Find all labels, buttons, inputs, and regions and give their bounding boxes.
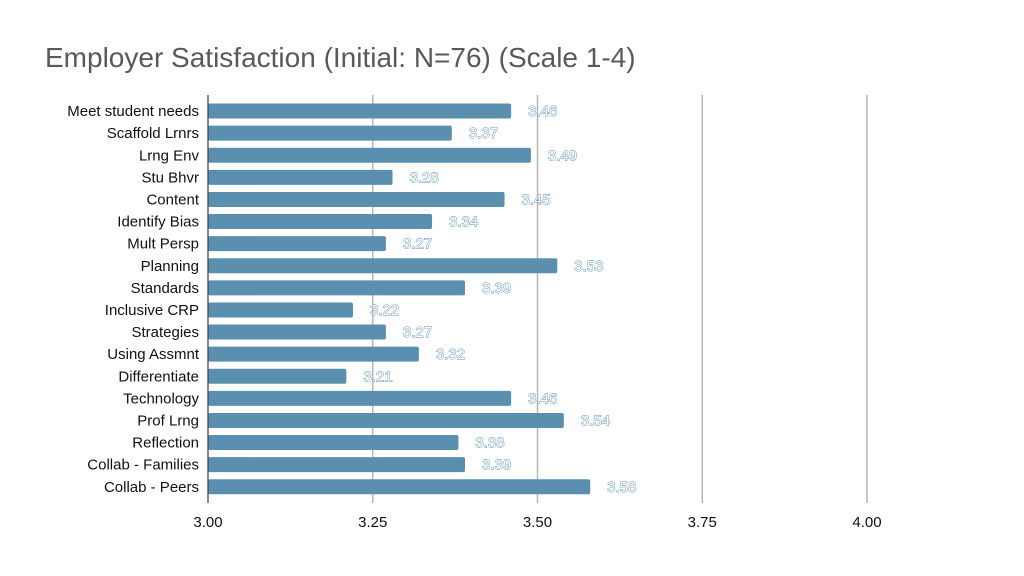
data-label: 3.46 bbox=[528, 390, 557, 407]
data-label: 3.39 bbox=[482, 457, 511, 474]
category-label: Prof Lrng bbox=[137, 412, 199, 429]
category-label: Collab - Families bbox=[87, 457, 199, 474]
bar bbox=[208, 280, 466, 296]
data-label: 3.28 bbox=[410, 169, 439, 186]
data-label: 3.45 bbox=[522, 191, 551, 208]
x-tick-label: 3.00 bbox=[193, 514, 222, 531]
category-label: Collab - Peers bbox=[104, 479, 199, 496]
data-label: 3.38 bbox=[475, 435, 504, 452]
data-label: 3.58 bbox=[607, 479, 636, 496]
chart-title: Employer Satisfaction (Initial: N=76) (S… bbox=[45, 42, 636, 73]
data-label: 3.27 bbox=[403, 324, 432, 341]
category-label: Mult Persp bbox=[127, 236, 199, 253]
category-label: Technology bbox=[123, 390, 199, 407]
bar bbox=[208, 324, 386, 340]
data-label: 3.27 bbox=[403, 236, 432, 253]
bar bbox=[208, 346, 419, 362]
x-tick-label: 3.75 bbox=[688, 514, 717, 531]
bar bbox=[208, 302, 353, 318]
category-label: Reflection bbox=[132, 435, 199, 452]
bar bbox=[208, 258, 558, 274]
bar bbox=[208, 169, 393, 185]
bar bbox=[208, 368, 347, 384]
bar bbox=[208, 125, 452, 141]
category-label: Stu Bhvr bbox=[141, 169, 199, 186]
data-label: 3.46 bbox=[528, 103, 557, 120]
bar bbox=[208, 103, 512, 119]
bar bbox=[208, 236, 386, 252]
category-label: Scaffold Lrnrs bbox=[107, 125, 199, 142]
bar bbox=[208, 479, 591, 495]
bar bbox=[208, 457, 466, 473]
category-label: Inclusive CRP bbox=[105, 302, 199, 319]
data-label: 3.21 bbox=[363, 368, 392, 385]
category-label: Differentiate bbox=[118, 368, 199, 385]
x-tick-label: 3.50 bbox=[523, 514, 552, 531]
data-label: 3.49 bbox=[548, 147, 577, 164]
x-tick-label: 3.25 bbox=[358, 514, 387, 531]
category-label: Lrng Env bbox=[139, 147, 200, 164]
category-label: Content bbox=[146, 191, 199, 208]
data-label: 3.53 bbox=[574, 258, 603, 275]
bar bbox=[208, 412, 564, 428]
bar bbox=[208, 390, 512, 406]
category-label: Planning bbox=[141, 258, 199, 275]
data-label: 3.37 bbox=[469, 125, 498, 142]
category-label: Strategies bbox=[131, 324, 199, 341]
data-label: 3.32 bbox=[436, 346, 465, 363]
category-label: Standards bbox=[131, 280, 199, 297]
bar bbox=[208, 147, 531, 163]
category-label: Identify Bias bbox=[117, 214, 199, 231]
bar bbox=[208, 191, 505, 207]
data-label: 3.54 bbox=[581, 412, 610, 429]
data-label: 3.22 bbox=[370, 302, 399, 319]
data-label: 3.39 bbox=[482, 280, 511, 297]
bar bbox=[208, 435, 459, 451]
category-label: Meet student needs bbox=[67, 103, 199, 120]
data-label: 3.34 bbox=[449, 214, 478, 231]
bar bbox=[208, 214, 433, 230]
category-label: Using Assmnt bbox=[107, 346, 200, 363]
x-tick-label: 4.00 bbox=[852, 514, 881, 531]
